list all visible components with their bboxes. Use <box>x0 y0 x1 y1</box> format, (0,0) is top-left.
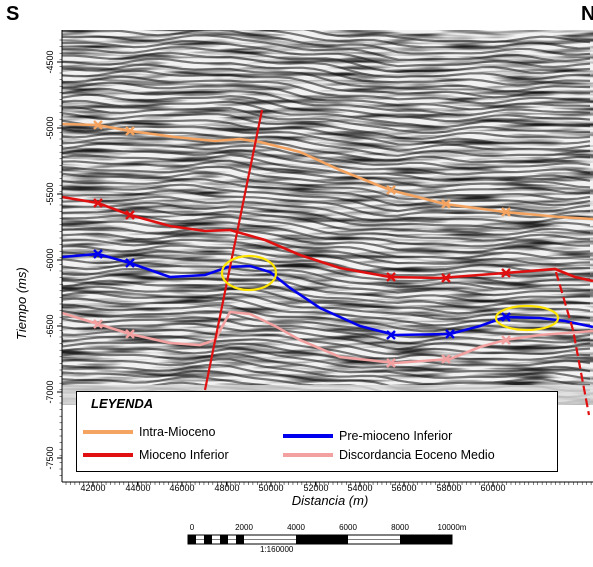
x-axis-ticks: 42000 44000 46000 48000 50000 52000 54000 56000… <box>65 482 592 493</box>
scale-bar-label: 4000 <box>287 523 305 532</box>
fault-line-2 <box>554 271 591 416</box>
x-tick-label: 58000 <box>436 483 461 493</box>
horizon-mioceno-inferior <box>61 195 593 283</box>
horizon-intra-mioceno <box>61 122 593 221</box>
direction-south-label: S <box>6 3 20 25</box>
legend-title: LEYENDA <box>91 396 154 411</box>
x-tick-label: 46000 <box>169 483 194 493</box>
legend-label-intra-mioceno: Intra-Mioceno <box>139 425 216 439</box>
x-axis-title: Distancia (m) <box>291 493 369 508</box>
horizon-pre-mioceno-inferior <box>61 252 593 337</box>
scale-bar-label: 8000 <box>391 523 409 532</box>
legend-label-mioceno-inferior: Mioceno Inferior <box>139 448 229 462</box>
legend-item-pre-mioceno-inferior: Pre-mioceno Inferior <box>283 429 452 443</box>
x-tick-label: 42000 <box>80 483 105 493</box>
x-tick-label: 44000 <box>125 483 150 493</box>
legend-item-discordancia-eoceno-medio: Discordancia Eoceno Medio <box>283 448 495 462</box>
y-axis-title: Tiempo (ms) <box>14 267 29 340</box>
x-tick-label: 48000 <box>214 483 239 493</box>
highlight-ellipse-2 <box>494 304 560 332</box>
legend-swatch-pre-mioceno-inferior <box>283 434 333 438</box>
legend-swatch-discordancia-eoceno-medio <box>283 453 333 457</box>
y-tick-label: -6000 <box>45 248 55 271</box>
scale-bar: 0 2000 4000 6000 8000 10000m <box>187 523 467 545</box>
y-axis-ticks: -4500 -5000 -5500 -6000 -6500 -7000 -7500 <box>45 39 62 476</box>
y-tick-label: -4500 <box>45 50 55 73</box>
x-tick-label: 52000 <box>303 483 328 493</box>
scale-ratio: 1:160000 <box>260 545 294 554</box>
x-tick-label: 56000 <box>391 483 416 493</box>
marker-pre-mioceno-inferior <box>93 249 511 340</box>
legend-label-pre-mioceno-inferior: Pre-mioceno Inferior <box>339 429 453 443</box>
highlight-ellipse-1 <box>220 254 278 292</box>
y-tick-label: -5000 <box>45 116 55 139</box>
marker-intra-mioceno <box>93 120 511 217</box>
marker-mioceno-inferior <box>93 198 511 283</box>
scale-bar-label: 0 <box>190 523 195 532</box>
scale-bar-label: 2000 <box>235 523 253 532</box>
y-tick-label: -5500 <box>45 182 55 205</box>
horizon-discordancia-eoceno-medio <box>61 310 593 365</box>
legend-swatch-intra-mioceno <box>83 430 133 434</box>
legend-item-mioceno-inferior: Mioceno Inferior <box>83 448 229 462</box>
legend-label-discordancia-eoceno-medio: Discordancia Eoceno Medio <box>339 448 495 462</box>
x-tick-label: 50000 <box>258 483 283 493</box>
y-tick-label: -7000 <box>45 380 55 403</box>
pick-markers <box>93 120 511 368</box>
fault-line-1 <box>203 109 264 391</box>
y-tick-label: -6500 <box>45 314 55 337</box>
x-tick-label: 60000 <box>480 483 505 493</box>
scale-bar-label: 6000 <box>339 523 357 532</box>
x-tick-label: 54000 <box>347 483 372 493</box>
legend: LEYENDA Intra-Mioceno Pre-mioceno Inferi… <box>76 391 558 472</box>
y-tick-label: -7500 <box>45 446 55 469</box>
marker-discordancia <box>93 319 511 368</box>
legend-item-intra-mioceno: Intra-Mioceno <box>83 425 215 439</box>
scale-bar-label: 10000m <box>438 523 467 532</box>
direction-north-label: N <box>581 3 593 25</box>
legend-swatch-mioceno-inferior <box>83 453 133 457</box>
